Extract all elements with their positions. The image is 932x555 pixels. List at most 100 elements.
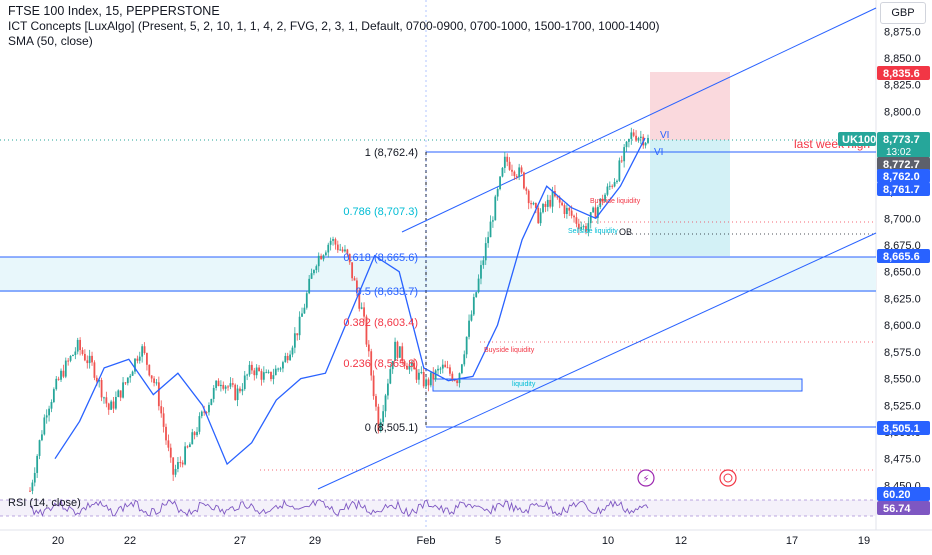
candle-body [422,372,425,387]
y-tick-label: 8,475.0 [884,454,921,466]
candle-body [172,457,175,475]
candle-body [396,341,399,358]
y-tick-label: 8,700.0 [884,213,921,225]
candle-body [253,370,256,376]
candle-body [377,406,380,432]
candle-body [410,362,413,366]
candle-body [508,161,511,170]
candle-body [632,132,635,136]
candle-body [344,249,346,252]
candle-body [647,137,649,143]
candle-body [262,372,265,380]
rsi-tag-1: 60.20 [883,489,911,501]
candle-body [551,190,554,207]
candle-body [134,358,136,372]
candle-body [363,307,365,317]
candle-body [608,185,611,187]
candle-body [251,364,253,371]
candle-body [415,369,418,380]
indicator-ict-label[interactable]: ICT Concepts [LuxAlgo] (Present, 5, 2, 1… [8,19,660,33]
candle-body [229,383,232,387]
indicator-sma-label[interactable]: SMA (50, close) [8,34,93,48]
chart-title: FTSE 100 Index, 15, PEPPERSTONE [8,4,220,18]
fib-label-f382: 0.382 (8,603.4) [343,317,418,329]
candle-body [270,371,272,380]
candle-body [150,375,153,379]
candle-body [203,411,206,413]
candle-body [222,384,225,389]
candle-body [544,203,547,207]
candle-body [105,397,108,404]
candle-body [227,386,229,388]
candle-body [475,292,478,298]
x-tick-label: 20 [52,535,64,547]
candle-body [188,444,191,448]
countdown-tag: 13:02 [886,147,911,158]
candle-body [639,136,642,139]
currency-button[interactable]: GBP [880,2,926,24]
candle-body [193,432,196,436]
candle-body [95,377,98,382]
candle-body [503,156,506,168]
candle-body [112,401,115,409]
candle-body [382,411,385,422]
rsi-tag-2-bg [877,501,930,515]
candle-body [138,356,141,361]
candle-body [625,141,628,148]
candle-body [48,408,50,416]
candle-body [79,339,82,351]
candle-body [36,455,39,473]
candle-body [613,182,616,187]
candle-body [67,360,70,362]
candle-body [267,371,270,373]
candle-body [332,239,334,241]
symbol-tag: UK100 [842,134,876,146]
candle-body [224,386,227,389]
candle-body [43,417,46,435]
candle-body [456,380,459,384]
candle-body [289,354,291,361]
candle-body [446,367,449,369]
candle-body [425,379,427,387]
candle-body [107,403,110,410]
candle-body [556,196,559,198]
fib-label-f618: 0.618 (8,665.6) [343,252,418,264]
candle-body [279,368,282,370]
candle-body [599,198,602,208]
candle-body [184,446,186,465]
candle-body [236,388,239,400]
candle-body [296,333,299,336]
candle-body [487,237,490,244]
candle-body [439,368,442,370]
candle-body [305,293,308,308]
candle-body [520,167,523,173]
candle-body [523,172,525,189]
candle-body [580,226,583,230]
candle-body [441,364,444,369]
level-tag-3: 8,665.6 [883,251,920,263]
candle-body [277,368,280,370]
candle-body [534,202,537,208]
candle-body [635,135,637,141]
candle-body [284,355,287,363]
fib-label-f236: 0.236 (8,565.8) [343,358,418,370]
y-tick-label: 8,800.0 [884,106,921,118]
candle-body [582,226,585,228]
candle-body [231,383,234,385]
candle-body [565,207,568,214]
candle-body [492,220,494,222]
candle-body [353,278,356,281]
candle-body [637,138,640,141]
candle-body [348,253,351,263]
candle-body [611,185,614,187]
fib-label-f0: 0 (8,505.1) [365,422,418,434]
candle-body [499,176,501,190]
candle-body [367,344,370,352]
candle-body [160,406,163,414]
candle-body [587,223,590,232]
candle-body [179,462,182,464]
candle-body [542,203,544,213]
vi-label-1: VI [660,130,669,141]
fib-label-f786: 0.786 (8,707.3) [343,206,418,218]
